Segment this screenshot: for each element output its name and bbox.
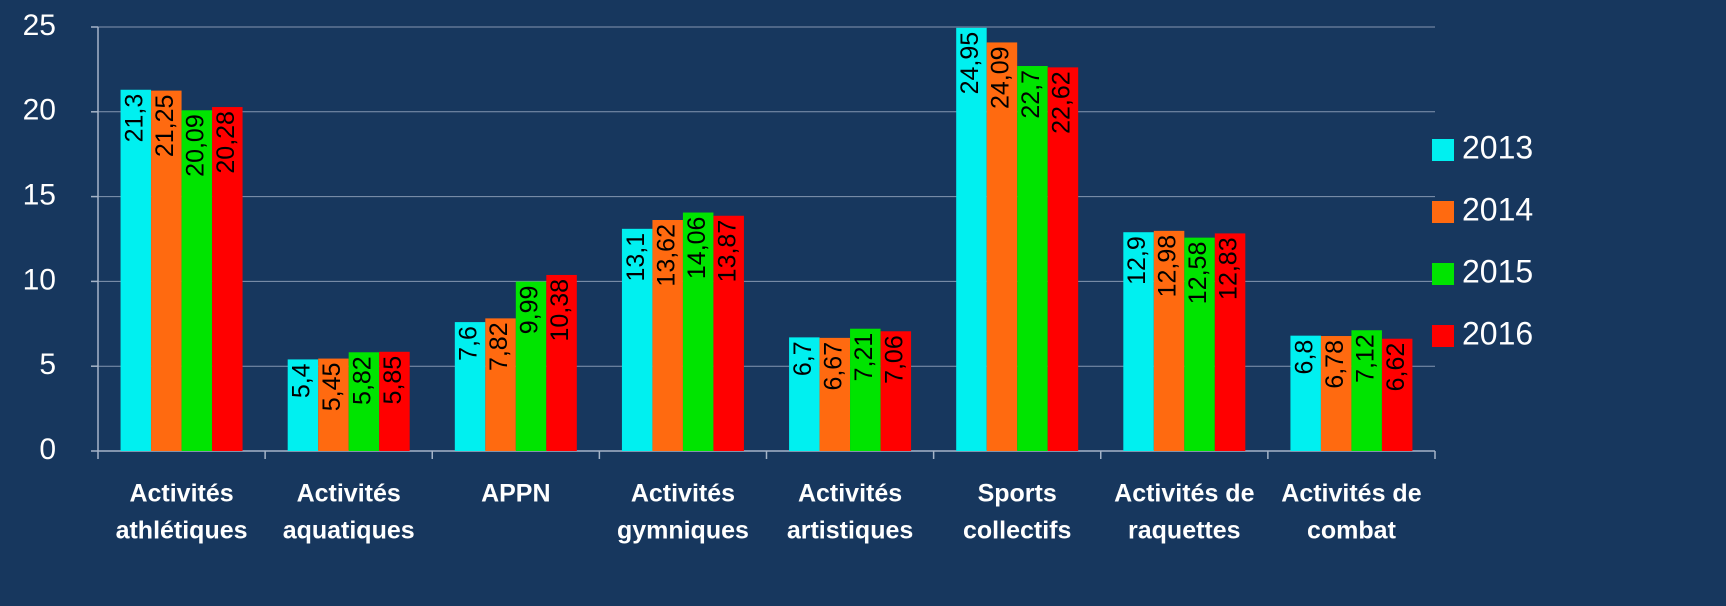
bar [789, 337, 820, 451]
bar [120, 89, 152, 451]
legend-label: 2015 [1462, 253, 1533, 289]
legend-label: 2013 [1462, 129, 1533, 165]
bar [515, 281, 547, 451]
value-label: 7,82 [485, 322, 513, 371]
value-label: 5,82 [349, 356, 377, 405]
value-label: 6,78 [1321, 340, 1349, 389]
y-tick-label: 25 [23, 9, 56, 42]
x-tick-label: raquettes [1128, 517, 1241, 545]
bar [1214, 233, 1246, 451]
legend-swatch [1432, 201, 1454, 223]
x-tick-label: APPN [481, 480, 550, 508]
bar [621, 228, 653, 451]
value-label: 12,58 [1184, 242, 1212, 305]
bar [1381, 338, 1413, 451]
x-tick-label: Activités de [1114, 480, 1254, 508]
value-label: 10,38 [546, 279, 574, 342]
value-label: 5,85 [379, 356, 407, 405]
value-label: 22,62 [1048, 71, 1076, 134]
x-tick-label: Activités [798, 480, 902, 508]
value-label: 6,7 [789, 341, 817, 376]
value-label: 22,7 [1017, 70, 1045, 119]
value-label: 5,45 [318, 363, 346, 412]
value-label: 6,62 [1382, 343, 1410, 392]
y-tick-label: 10 [23, 263, 56, 296]
x-tick-label: collectifs [963, 517, 1071, 545]
value-label: 7,21 [850, 333, 878, 382]
bar [1184, 237, 1215, 451]
bar [986, 42, 1018, 452]
x-tick-label: combat [1307, 517, 1397, 545]
y-tick-label: 20 [23, 94, 56, 127]
value-label: 21,3 [120, 94, 148, 143]
bar [379, 351, 410, 451]
legend-label: 2016 [1462, 315, 1533, 351]
bar [652, 220, 683, 451]
bar [1123, 232, 1154, 451]
bar [819, 337, 851, 451]
bar [546, 274, 577, 451]
bar [485, 318, 516, 451]
value-label: 13,62 [652, 224, 680, 287]
bar [1017, 66, 1048, 452]
bar [1047, 67, 1079, 451]
y-tick-label: 0 [39, 433, 56, 466]
value-label: 12,9 [1123, 236, 1151, 285]
x-tick-label: Sports [978, 480, 1057, 508]
value-label: 13,1 [622, 233, 650, 282]
value-label: 20,28 [212, 111, 240, 174]
value-label: 21,25 [151, 95, 179, 158]
y-tick-label: 5 [39, 348, 56, 381]
bar [348, 352, 380, 451]
value-label: 9,99 [516, 286, 544, 335]
bar [682, 212, 714, 451]
value-label: 6,8 [1290, 340, 1318, 375]
bar [713, 215, 744, 451]
x-tick-label: artistiques [787, 517, 913, 545]
bar [318, 358, 349, 451]
value-label: 7,06 [880, 335, 908, 384]
value-label: 20,09 [181, 114, 209, 177]
bar [212, 107, 243, 451]
value-label: 24,95 [956, 32, 984, 95]
bar [1153, 230, 1185, 451]
x-tick-label: Activités [129, 480, 233, 508]
bar [880, 331, 912, 451]
bar [1320, 336, 1352, 451]
legend-swatch [1432, 263, 1454, 285]
x-tick-label: aquatiques [283, 517, 415, 545]
bar [454, 322, 486, 451]
bar [151, 90, 182, 451]
value-label: 14,06 [683, 217, 711, 280]
x-tick-label: Activités [297, 480, 401, 508]
bar [1290, 335, 1321, 451]
y-tick-label: 15 [23, 179, 56, 212]
value-label: 12,98 [1154, 235, 1182, 298]
value-label: 7,12 [1351, 334, 1379, 383]
legend-swatch [1432, 325, 1454, 347]
bar [956, 27, 987, 452]
value-label: 6,67 [819, 342, 847, 391]
value-label: 7,6 [455, 326, 483, 361]
value-label: 24,09 [987, 46, 1015, 109]
bar [287, 359, 319, 451]
bar [1351, 330, 1382, 451]
legend-label: 2014 [1462, 191, 1533, 227]
x-tick-label: Activités [631, 480, 735, 508]
value-label: 5,4 [288, 363, 316, 398]
value-label: 12,83 [1215, 237, 1243, 300]
bar [181, 110, 213, 452]
bar [850, 328, 881, 451]
x-tick-label: Activités de [1281, 480, 1421, 508]
x-tick-label: athlétiques [116, 517, 248, 545]
x-tick-label: gymniques [617, 517, 749, 545]
legend-swatch [1432, 139, 1454, 161]
value-label: 13,87 [713, 220, 741, 283]
